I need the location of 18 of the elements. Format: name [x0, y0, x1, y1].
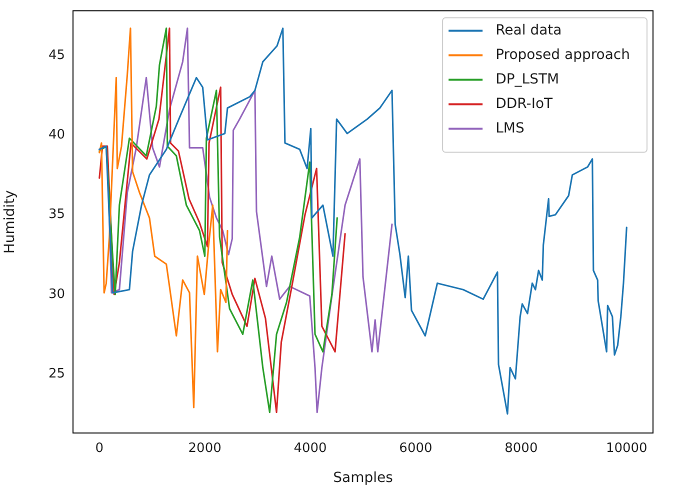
legend-label: Real data	[496, 22, 562, 38]
x-axis-title: Samples	[333, 470, 393, 486]
y-tick-label: 30	[48, 286, 65, 302]
y-tick-label: 45	[48, 48, 65, 63]
x-tick-label: 8000	[504, 441, 538, 456]
y-tick-label: 40	[48, 127, 65, 142]
legend-label: DP_LSTM	[496, 71, 560, 88]
y-axis-title: Humidity	[2, 190, 18, 254]
x-tick-label: 2000	[188, 441, 222, 456]
y-tick-label: 35	[48, 207, 65, 222]
x-tick-label: 0	[95, 441, 104, 456]
y-tick-label: 25	[48, 366, 65, 382]
legend-label: Proposed approach	[496, 46, 630, 63]
x-tick-label: 6000	[399, 441, 432, 456]
x-tick-label: 10000	[606, 441, 648, 456]
x-tick-label: 4000	[294, 441, 327, 456]
legend-label: LMS	[496, 120, 524, 136]
legend-label: DDR-IoT	[496, 96, 554, 112]
